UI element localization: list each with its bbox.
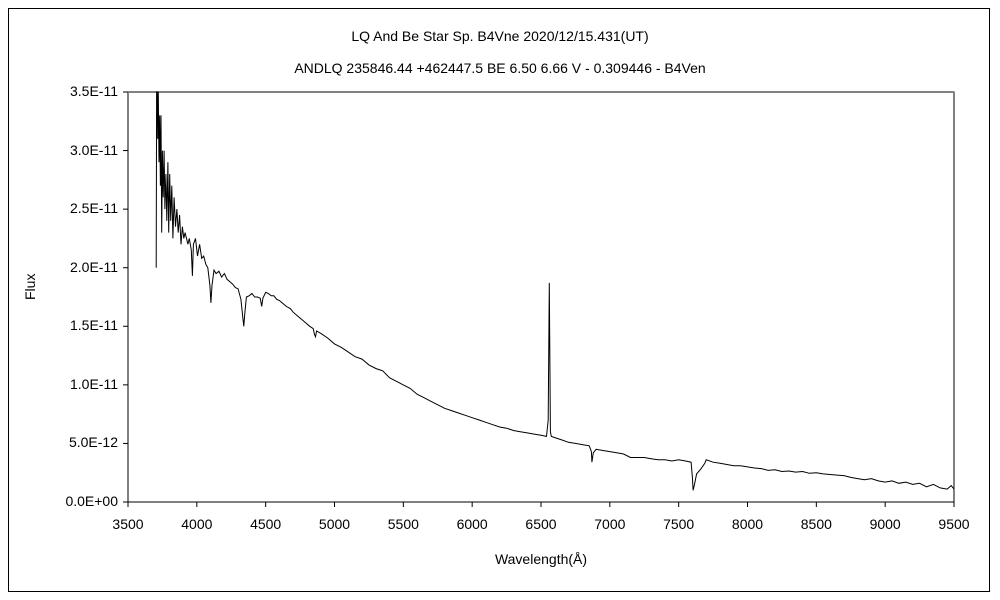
x-tick-label: 4500 <box>250 516 282 532</box>
x-tick-label: 9000 <box>869 516 901 532</box>
y-tick-label: 2.0E-11 <box>70 258 118 275</box>
x-tick-label: 7000 <box>594 516 626 532</box>
y-tick-label: 5.0E-12 <box>68 434 118 451</box>
x-tick-label: 7500 <box>663 516 695 532</box>
x-tick-label: 9500 <box>938 516 970 532</box>
y-tick-label: 0.0E+00 <box>65 493 118 509</box>
y-tick-label: 1.5E-11 <box>70 317 118 334</box>
x-tick-label: 6500 <box>525 516 557 532</box>
chart-frame <box>8 8 990 592</box>
x-tick-label: 5000 <box>318 516 351 532</box>
x-tick-label: 6000 <box>456 516 488 532</box>
x-tick-label: 8000 <box>731 516 764 532</box>
x-axis-label: Wavelength(Å) <box>494 551 588 567</box>
x-tick-label: 3500 <box>112 516 144 532</box>
y-tick-label: 3.5E-11 <box>70 83 118 99</box>
plot-border <box>127 91 955 503</box>
x-tick-label: 8500 <box>800 516 832 532</box>
spectrum-line <box>155 91 955 491</box>
x-tick-label: 4000 <box>181 516 213 532</box>
y-tick-label: 1.0E-11 <box>70 375 118 392</box>
y-tick-label: 2.5E-11 <box>70 200 118 217</box>
chart-subtitle: ANDLQ 235846.44 +462447.5 BE 6.50 6.66 V… <box>294 60 706 76</box>
chart-title: LQ And Be Star Sp. B4Vne 2020/12/15.431(… <box>351 28 649 44</box>
y-tick-label: 3.0E-11 <box>70 141 118 158</box>
x-tick-label: 5500 <box>387 516 419 532</box>
